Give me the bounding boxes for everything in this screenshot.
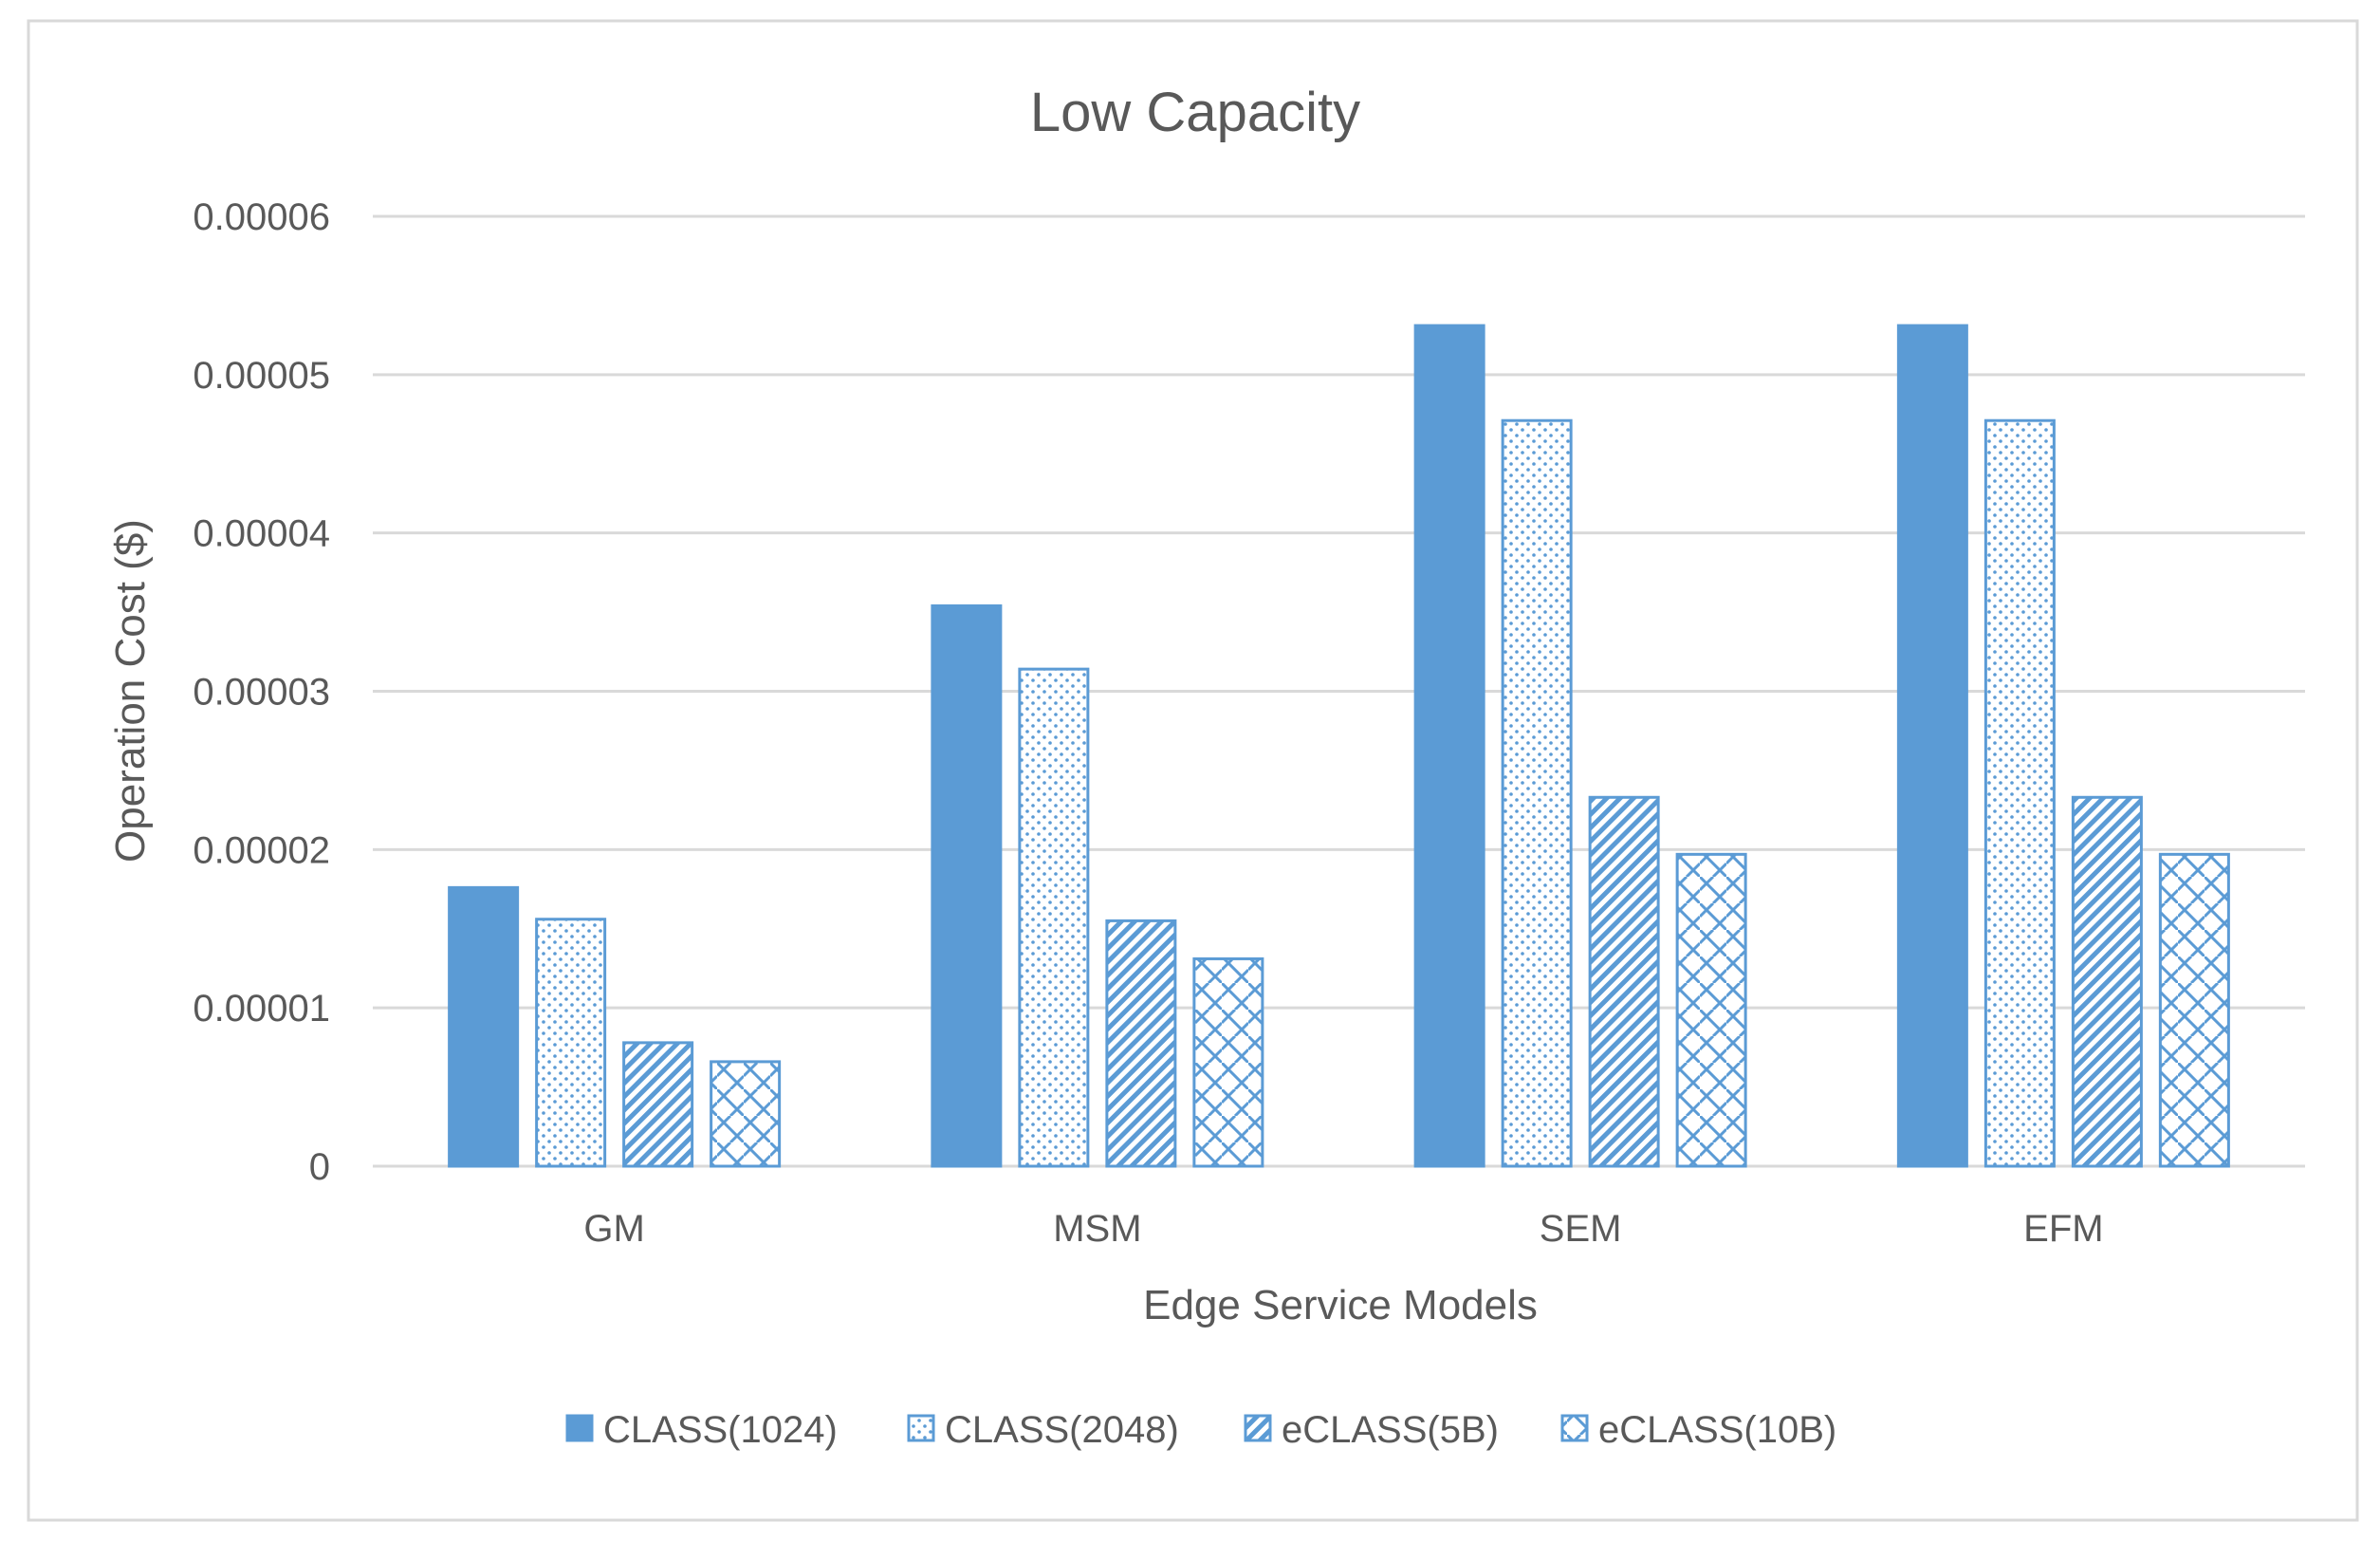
x-tick-label: SEM [1540, 1208, 1622, 1250]
legend-item-eclass-5b: eCLASS(5B) [1244, 1409, 1499, 1451]
legend-label: eCLASS(10B) [1598, 1409, 1836, 1451]
x-axis-ticks: GM MSM SEM EFM [583, 1208, 2103, 1250]
x-tick-label: GM [583, 1208, 644, 1250]
legend-swatch [1560, 1414, 1589, 1442]
y-tick-label: 0.00004 [193, 513, 330, 555]
legend-swatch [907, 1414, 935, 1442]
y-tick-label: 0.00002 [193, 829, 330, 871]
legend-label: CLASS(1024) [603, 1409, 838, 1451]
bar-sem-eclass-5b [1588, 795, 1660, 1168]
x-axis-title: Edge Service Models [1143, 1282, 1538, 1328]
bar-efm-class-1024 [1896, 324, 1968, 1168]
bar-efm-class-2048 [1983, 418, 2056, 1168]
bar-gm-class-2048 [535, 918, 607, 1168]
legend-label: eCLASS(5B) [1282, 1409, 1499, 1451]
bar-sem-eclass-10b [1675, 852, 1747, 1168]
x-tick-label: EFM [2023, 1208, 2103, 1250]
legend-item-class-1024: CLASS(1024) [565, 1409, 838, 1451]
y-tick-label: 0.00001 [193, 988, 330, 1030]
bar-gm-class-1024 [448, 885, 520, 1168]
bars [448, 324, 2230, 1168]
legend-item-eclass-10b: eCLASS(10B) [1560, 1409, 1836, 1451]
bar-sem-class-2048 [1501, 418, 1573, 1168]
y-axis-title: Operation Cost ($) [107, 519, 154, 863]
bar-gm-eclass-10b [710, 1060, 782, 1168]
y-tick-label: 0 [309, 1146, 330, 1188]
legend: CLASS(1024) CLASS(2048) eCLASS(5B) eCLASS(1… [565, 1409, 1836, 1451]
chart-frame [27, 19, 2359, 1522]
legend-item-class-2048: CLASS(2048) [907, 1409, 1179, 1451]
bar-gm-eclass-5b [622, 1041, 694, 1168]
y-tick-label: 0.00005 [193, 355, 330, 397]
bar-msm-class-1024 [931, 603, 1003, 1168]
bar-efm-eclass-10b [2158, 852, 2230, 1168]
gridlines [373, 214, 2305, 1168]
legend-swatch [1244, 1414, 1272, 1442]
bar-msm-class-2048 [1018, 667, 1090, 1168]
bar-sem-class-1024 [1413, 324, 1485, 1168]
bar-msm-eclass-10b [1192, 956, 1264, 1168]
bar-efm-eclass-5b [2071, 795, 2143, 1168]
legend-swatch [565, 1414, 594, 1442]
x-tick-label: MSM [1053, 1208, 1141, 1250]
y-tick-label: 0.00006 [193, 196, 330, 238]
legend-label: CLASS(2048) [945, 1409, 1179, 1451]
y-axis-ticks: 0 0.00001 0.00002 0.00003 0.00004 0.00005 0.00… [193, 196, 330, 1188]
y-tick-label: 0.00003 [193, 672, 330, 714]
bar-msm-eclass-5b [1105, 919, 1177, 1168]
chart-title: Low Capacity [1030, 82, 1360, 143]
